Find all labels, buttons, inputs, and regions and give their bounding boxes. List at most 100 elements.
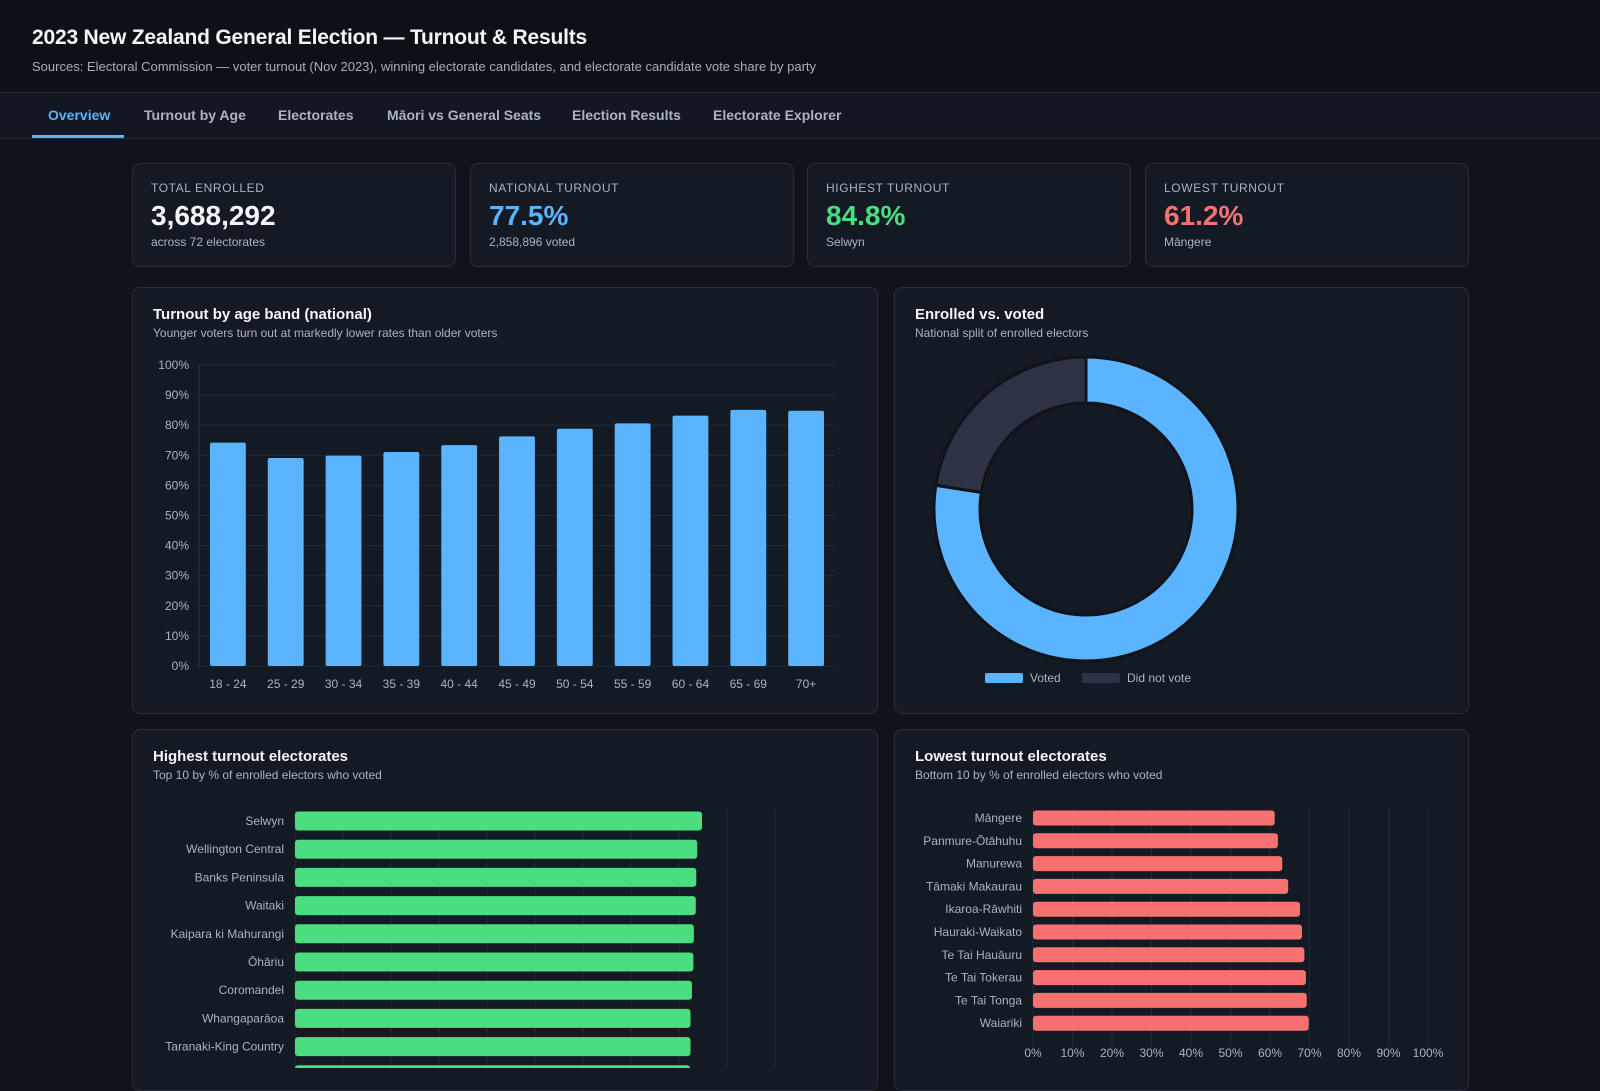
- panel-subtitle: National split of enrolled electors: [915, 326, 1089, 340]
- stat-label: NATIONAL TURNOUT: [489, 181, 620, 195]
- tab-maori-vs-general-seats[interactable]: Māori vs General Seats: [387, 107, 542, 123]
- y-category-label: Te Tai Tonga: [955, 993, 1022, 1007]
- tab-election-results[interactable]: Election Results: [572, 107, 681, 123]
- panel-subtitle: Younger voters turn out at markedly lowe…: [153, 326, 498, 340]
- x-tick-label: 60%: [1258, 1046, 1282, 1060]
- stat-card-lowest-turnout: LOWEST TURNOUT 61.2% Māngere: [1145, 163, 1469, 267]
- x-tick-label: 10%: [1060, 1046, 1084, 1060]
- stat-value: 3,688,292: [151, 200, 276, 231]
- bar: [267, 458, 304, 666]
- tab-turnout-by-age[interactable]: Turnout by Age: [144, 107, 246, 123]
- y-tick-label: 20%: [165, 599, 189, 613]
- donut-slice: [934, 355, 1088, 495]
- y-category-label: Te Tai Hauāuru: [942, 948, 1023, 962]
- bar: [325, 455, 362, 666]
- y-category-label: Selwyn: [245, 814, 284, 828]
- stat-card-total-enrolled: TOTAL ENROLLED 3,688,292 across 72 elect…: [132, 163, 456, 267]
- stat-value: 77.5%: [489, 200, 569, 231]
- bar: [556, 428, 593, 666]
- stat-label: LOWEST TURNOUT: [1164, 181, 1285, 195]
- y-category-label: Manurewa: [966, 857, 1022, 871]
- x-tick-label: 45 - 49: [498, 677, 536, 691]
- stat-card-national-turnout: NATIONAL TURNOUT 77.5% 2,858,896 voted: [470, 163, 794, 267]
- stat-sub: 2,858,896 voted: [489, 235, 576, 249]
- y-category-label: Ōhāriu: [248, 955, 284, 969]
- bar: [1033, 901, 1301, 917]
- stat-value: 84.8%: [826, 200, 906, 231]
- panel-title: Turnout by age band (national): [153, 306, 372, 323]
- y-category-label: Coromandel: [219, 983, 284, 997]
- bar: [1033, 992, 1307, 1008]
- y-category-label: Ikaroa-Rāwhiti: [945, 902, 1022, 916]
- bar: [1033, 856, 1283, 872]
- y-category-label: Panmure-Ōtāhuhu: [923, 834, 1022, 848]
- y-category-label: Tāmaki Makaurau: [926, 879, 1022, 893]
- stat-sub: Māngere: [1164, 235, 1212, 249]
- y-tick-label: 70%: [165, 448, 189, 462]
- donut-slice: [932, 355, 1240, 663]
- x-tick-label: 50 - 54: [556, 677, 594, 691]
- x-tick-label: 90%: [1376, 1046, 1400, 1060]
- tab-overview[interactable]: Overview: [48, 107, 111, 123]
- x-tick-label: 40 - 44: [441, 677, 479, 691]
- stat-label: HIGHEST TURNOUT: [826, 181, 950, 195]
- x-tick-label: 20%: [1100, 1046, 1124, 1060]
- panel-title: Highest turnout electorates: [153, 748, 349, 765]
- y-tick-label: 50%: [165, 509, 189, 523]
- bar: [295, 811, 703, 831]
- stat-value: 61.2%: [1164, 200, 1244, 231]
- x-tick-label: 30 - 34: [325, 677, 363, 691]
- legend-swatch: [985, 673, 1023, 683]
- page-subtitle: Sources: Electoral Commission — voter tu…: [32, 59, 817, 74]
- y-category-label: Kaipara ki Mahurangi: [171, 927, 284, 941]
- x-tick-label: 60 - 64: [672, 677, 710, 691]
- y-category-label: Wellington Central: [186, 842, 284, 856]
- highest-turnout-bar-chart: Selwyn Wellington Central Banks Peninsula W…: [165, 811, 776, 1068]
- y-tick-label: 90%: [165, 388, 189, 402]
- stat-label: TOTAL ENROLLED: [151, 181, 265, 195]
- panel-subtitle: Top 10 by % of enrolled electors who vot…: [153, 768, 382, 782]
- age-turnout-bar-chart: 0% 10% 20% 30% 40% 50% 60% 70% 80% 90% 100% 18 - 24…: [158, 358, 835, 691]
- bar: [1033, 947, 1305, 963]
- tab-electorate-explorer[interactable]: Electorate Explorer: [713, 107, 842, 123]
- stat-card-highest-turnout: HIGHEST TURNOUT 84.8% Selwyn: [807, 163, 1131, 267]
- bar: [295, 867, 697, 887]
- bar: [672, 415, 709, 666]
- bar: [295, 1037, 691, 1057]
- y-tick-label: 0%: [172, 659, 190, 673]
- active-tab-indicator: [32, 135, 124, 138]
- bar: [788, 410, 825, 666]
- x-tick-label: 65 - 69: [730, 677, 768, 691]
- y-tick-label: 30%: [165, 569, 189, 583]
- bar: [383, 451, 420, 666]
- panel-subtitle: Bottom 10 by % of enrolled electors who …: [915, 768, 1163, 782]
- x-tick-label: 18 - 24: [209, 677, 247, 691]
- y-category-label: Whangaparāoa: [202, 1011, 284, 1025]
- panel-highest-turnout: Highest turnout electorates Top 10 by % …: [132, 729, 878, 1091]
- y-tick-label: 80%: [165, 418, 189, 432]
- x-tick-label: 100%: [1413, 1046, 1444, 1060]
- x-tick-label: 70%: [1297, 1046, 1321, 1060]
- bar: [441, 445, 478, 666]
- x-tick-label: 30%: [1139, 1046, 1163, 1060]
- lowest-turnout-bar-chart: 0% 10% 20% 30% 40% 50% 60% 70% 80% 90% 100% Māngere…: [923, 808, 1444, 1060]
- panel-turnout-by-age: Turnout by age band (national) Younger v…: [132, 287, 878, 714]
- x-tick-label: 55 - 59: [614, 677, 652, 691]
- x-tick-label: 40%: [1179, 1046, 1203, 1060]
- bar: [614, 423, 651, 666]
- y-category-label: Hauraki-Waikato: [934, 925, 1023, 939]
- x-tick-label: 0%: [1024, 1046, 1042, 1060]
- bar: [499, 436, 535, 666]
- bar: [1033, 970, 1306, 986]
- panel-enrolled-vs-voted: Enrolled vs. voted National split of enr…: [894, 287, 1469, 714]
- tab-electorates[interactable]: Electorates: [278, 107, 354, 123]
- panel-lowest-turnout: Lowest turnout electorates Bottom 10 by …: [894, 729, 1469, 1091]
- bar: [1033, 1015, 1309, 1031]
- bar: [730, 409, 767, 666]
- x-tick-label: 35 - 39: [383, 677, 421, 691]
- bar: [295, 839, 698, 859]
- panel-title: Enrolled vs. voted: [915, 306, 1045, 323]
- bar: [295, 952, 694, 972]
- bar: [1033, 878, 1289, 894]
- y-tick-label: 60%: [165, 478, 189, 492]
